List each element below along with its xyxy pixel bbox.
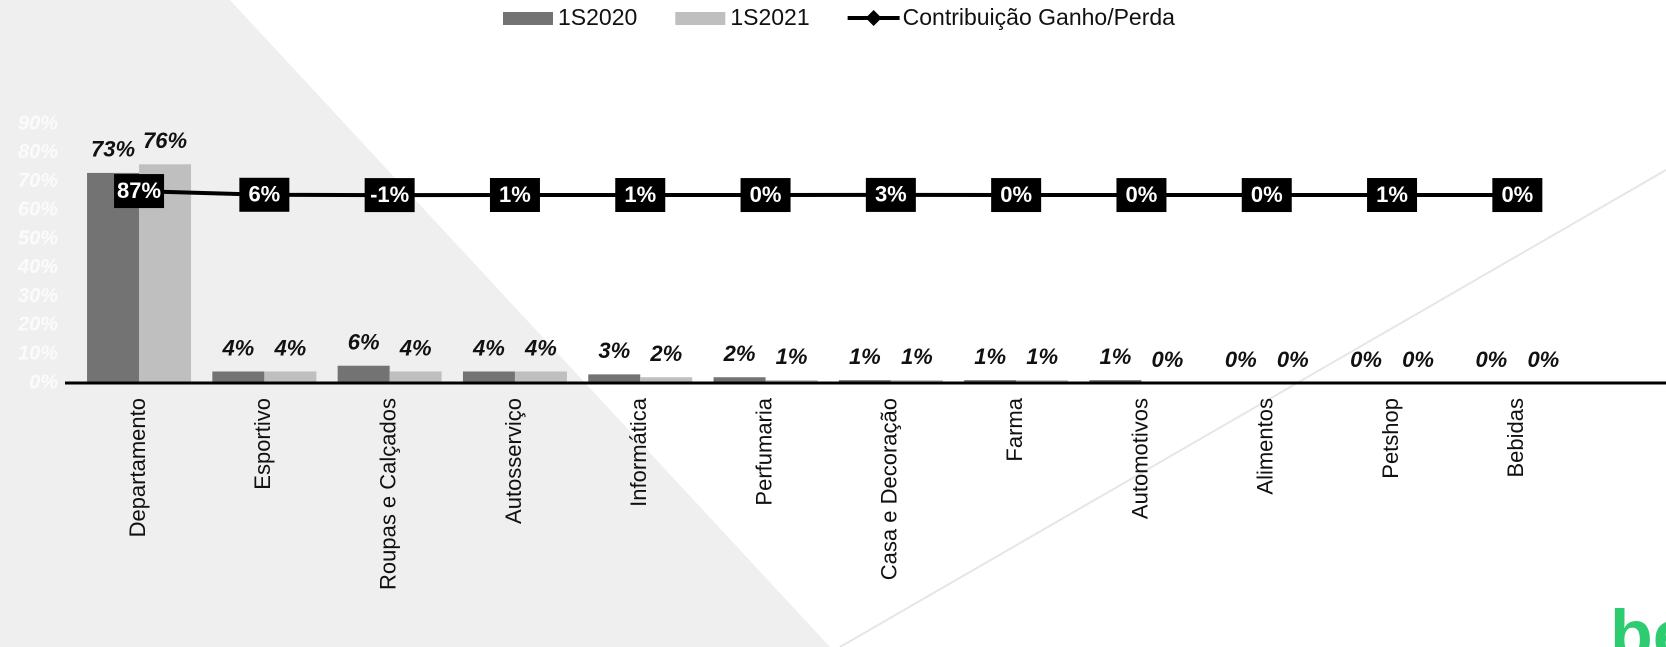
line-label-box: [114, 174, 165, 209]
legend-marker: [865, 10, 882, 26]
data-label: 1%: [1026, 344, 1058, 369]
data-label: 0%: [1225, 347, 1257, 372]
data-label: 2%: [723, 341, 756, 366]
bar: [462, 371, 515, 383]
x-tick-label: Automotivos: [1127, 398, 1152, 519]
legend-label: 1S2021: [730, 4, 809, 30]
bar: [337, 365, 390, 383]
x-tick-label: Departamento: [125, 398, 150, 537]
legend-swatch: [503, 12, 553, 25]
bar: [389, 371, 442, 383]
bar: [212, 371, 265, 383]
line-label: 87%: [117, 178, 161, 203]
line-label: 0%: [750, 182, 782, 207]
x-tick-label: Perfumaria: [751, 397, 776, 505]
data-label: 4%: [221, 335, 254, 360]
y-tick-label: 30%: [18, 285, 58, 307]
line-label: 0%: [1000, 182, 1032, 207]
data-label: 4%: [524, 335, 557, 360]
line-label: 0%: [1251, 182, 1283, 207]
x-tick-label: Farma: [1002, 397, 1027, 461]
legend-swatch: [675, 12, 726, 25]
line-label-box: [615, 178, 666, 213]
data-label: 1%: [849, 344, 881, 369]
bar: [514, 371, 567, 383]
x-tick-label: Autosserviço: [501, 398, 526, 524]
data-label: 73%: [91, 137, 135, 162]
y-tick-label: 10%: [18, 343, 58, 365]
data-label: 0%: [1527, 347, 1559, 372]
line-label-box: [740, 178, 791, 213]
line-label: 3%: [875, 182, 907, 207]
x-tick-label: Petshop: [1378, 398, 1403, 479]
data-label: 2%: [649, 341, 682, 366]
data-label: 1%: [901, 344, 933, 369]
line-label: 1%: [499, 182, 531, 207]
data-label: 4%: [273, 335, 306, 360]
x-tick-label: Casa e Decoração: [877, 398, 902, 580]
x-tick-label: Alimentos: [1253, 398, 1278, 495]
data-label: 0%: [1152, 347, 1184, 372]
data-label: 1%: [1100, 344, 1132, 369]
x-tick-label: Esportivo: [250, 398, 275, 490]
line-label-box: [1241, 178, 1292, 213]
data-label: 4%: [399, 335, 432, 360]
bar: [640, 377, 693, 383]
line-label: 0%: [1126, 182, 1158, 207]
line-label: 1%: [624, 182, 656, 207]
x-tick-label: Roupas e Calçados: [375, 398, 400, 590]
data-label: 0%: [1475, 347, 1507, 372]
background-shape: [0, 0, 830, 647]
line-label: 1%: [1376, 182, 1408, 207]
data-label: 4%: [472, 335, 505, 360]
line-label-box: [489, 178, 540, 213]
data-label: 1%: [776, 344, 808, 369]
x-tick-label: Bebidas: [1503, 398, 1528, 478]
line-label-box: [865, 177, 916, 212]
line-label-box: [1367, 178, 1418, 213]
y-tick-label: 60%: [18, 199, 58, 221]
y-tick-label: 90%: [18, 112, 58, 134]
data-label: 0%: [1402, 347, 1434, 372]
line-label-box: [364, 178, 415, 213]
legend-label: 1S2020: [558, 4, 637, 30]
decor-line: [839, 169, 1666, 647]
bar: [264, 371, 317, 383]
line-label: -1%: [370, 182, 409, 207]
line-label-box: [991, 178, 1042, 213]
data-label: 0%: [1277, 347, 1309, 372]
bar: [588, 374, 641, 383]
y-tick-label: 50%: [18, 227, 58, 249]
y-tick-label: 70%: [18, 170, 58, 192]
y-tick-label: 20%: [17, 314, 58, 336]
line-label-box: [1492, 178, 1543, 213]
data-label: 3%: [598, 338, 630, 363]
y-tick-label: 0%: [29, 371, 58, 393]
y-tick-label: 40%: [17, 256, 58, 278]
data-label: 6%: [348, 330, 380, 355]
data-label: 1%: [974, 344, 1006, 369]
bar: [713, 377, 766, 383]
x-tick-label: Informática: [626, 397, 651, 507]
line-label-box: [1116, 178, 1167, 213]
data-label: 76%: [143, 128, 187, 153]
logo: be: [1610, 595, 1666, 647]
data-label: 0%: [1350, 347, 1382, 372]
line-label: 0%: [1501, 182, 1533, 207]
y-tick-label: 80%: [18, 141, 58, 163]
line-label-box: [239, 177, 290, 212]
line-label: 6%: [248, 182, 280, 207]
legend-label: Contribuição Ganho/Perda: [903, 4, 1176, 30]
